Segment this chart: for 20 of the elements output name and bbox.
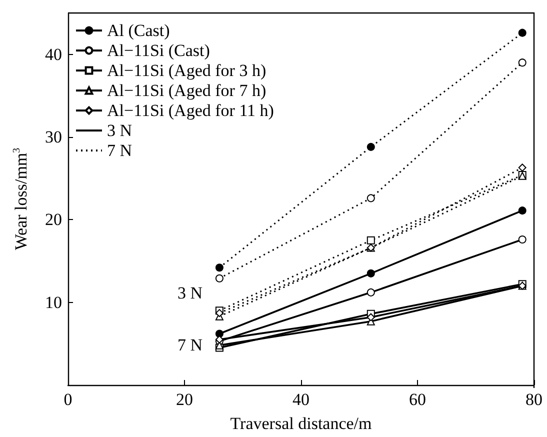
x-tick-label: 80 xyxy=(526,390,542,409)
x-tick-label: 60 xyxy=(409,390,426,409)
y-axis-title: Wear loss/mm3 xyxy=(12,148,30,250)
y-tick-label: 20 xyxy=(45,210,62,230)
legend-label: Al−11Si (Aged for 3 h) xyxy=(107,61,266,80)
x-tick-label: 20 xyxy=(176,390,193,409)
legend-label: Al (Cast) xyxy=(107,21,170,40)
x-tick-label: 0 xyxy=(64,390,72,409)
legend-label: Al−11Si (Aged for 7 h) xyxy=(107,81,266,100)
legend-label: Al−11Si (Aged for 11 h) xyxy=(107,101,274,120)
legend-label: 3 N xyxy=(107,121,132,140)
annotation: 3 N xyxy=(177,284,203,302)
y-tick-label: 30 xyxy=(45,128,62,146)
annotation: 7 N xyxy=(177,336,203,354)
legend-label: 7 N xyxy=(107,141,132,160)
legend-label: Al−11Si (Cast) xyxy=(107,41,210,60)
x-axis-title: Traversal distance/m xyxy=(230,414,372,433)
y-tick-label: 10 xyxy=(45,292,62,312)
y-tick-label: 40 xyxy=(45,44,62,64)
x-tick-label: 40 xyxy=(292,390,310,409)
